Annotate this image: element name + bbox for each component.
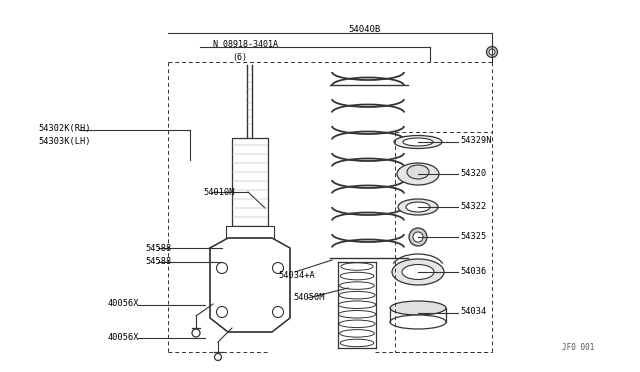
Ellipse shape xyxy=(340,339,374,347)
Ellipse shape xyxy=(341,263,373,270)
Bar xyxy=(226,226,274,248)
Text: 54050M: 54050M xyxy=(293,294,324,302)
Text: 54588: 54588 xyxy=(145,257,172,266)
Ellipse shape xyxy=(390,315,446,329)
Ellipse shape xyxy=(403,138,433,146)
Ellipse shape xyxy=(340,282,374,289)
Circle shape xyxy=(409,228,427,246)
Ellipse shape xyxy=(398,199,438,215)
Ellipse shape xyxy=(390,301,446,315)
Ellipse shape xyxy=(397,163,439,185)
Text: N 08918-3401A: N 08918-3401A xyxy=(213,39,278,48)
Circle shape xyxy=(214,353,221,360)
Text: 40056X: 40056X xyxy=(108,298,140,308)
Text: 54325: 54325 xyxy=(460,231,486,241)
Text: 54034: 54034 xyxy=(460,308,486,317)
Text: 54034+A: 54034+A xyxy=(278,270,315,279)
Ellipse shape xyxy=(394,135,442,148)
Ellipse shape xyxy=(402,264,434,279)
Circle shape xyxy=(486,46,497,58)
Circle shape xyxy=(273,263,284,273)
Text: 54322: 54322 xyxy=(460,202,486,211)
Text: 54329N: 54329N xyxy=(460,135,492,144)
Polygon shape xyxy=(210,238,290,332)
Text: 54320: 54320 xyxy=(460,169,486,177)
Ellipse shape xyxy=(407,165,429,179)
Circle shape xyxy=(216,307,227,317)
Ellipse shape xyxy=(340,330,374,337)
Text: 54036: 54036 xyxy=(460,266,486,276)
Ellipse shape xyxy=(339,291,375,299)
Text: 40056X: 40056X xyxy=(108,333,140,341)
Ellipse shape xyxy=(339,311,376,318)
Text: 54302K(RH): 54302K(RH) xyxy=(38,124,90,132)
Ellipse shape xyxy=(340,272,374,280)
Circle shape xyxy=(216,263,227,273)
Ellipse shape xyxy=(392,259,444,285)
Circle shape xyxy=(489,49,495,55)
Circle shape xyxy=(192,329,200,337)
Ellipse shape xyxy=(406,202,430,212)
Bar xyxy=(232,138,268,226)
Text: 54303K(LH): 54303K(LH) xyxy=(38,137,90,145)
Text: JF0 001: JF0 001 xyxy=(562,343,595,353)
Text: 54010M: 54010M xyxy=(203,187,234,196)
Circle shape xyxy=(273,307,284,317)
Circle shape xyxy=(413,232,423,242)
Text: (6): (6) xyxy=(232,52,247,61)
Text: 54040B: 54040B xyxy=(348,25,380,33)
Ellipse shape xyxy=(339,301,376,308)
Text: 54588: 54588 xyxy=(145,244,172,253)
Ellipse shape xyxy=(339,320,375,328)
